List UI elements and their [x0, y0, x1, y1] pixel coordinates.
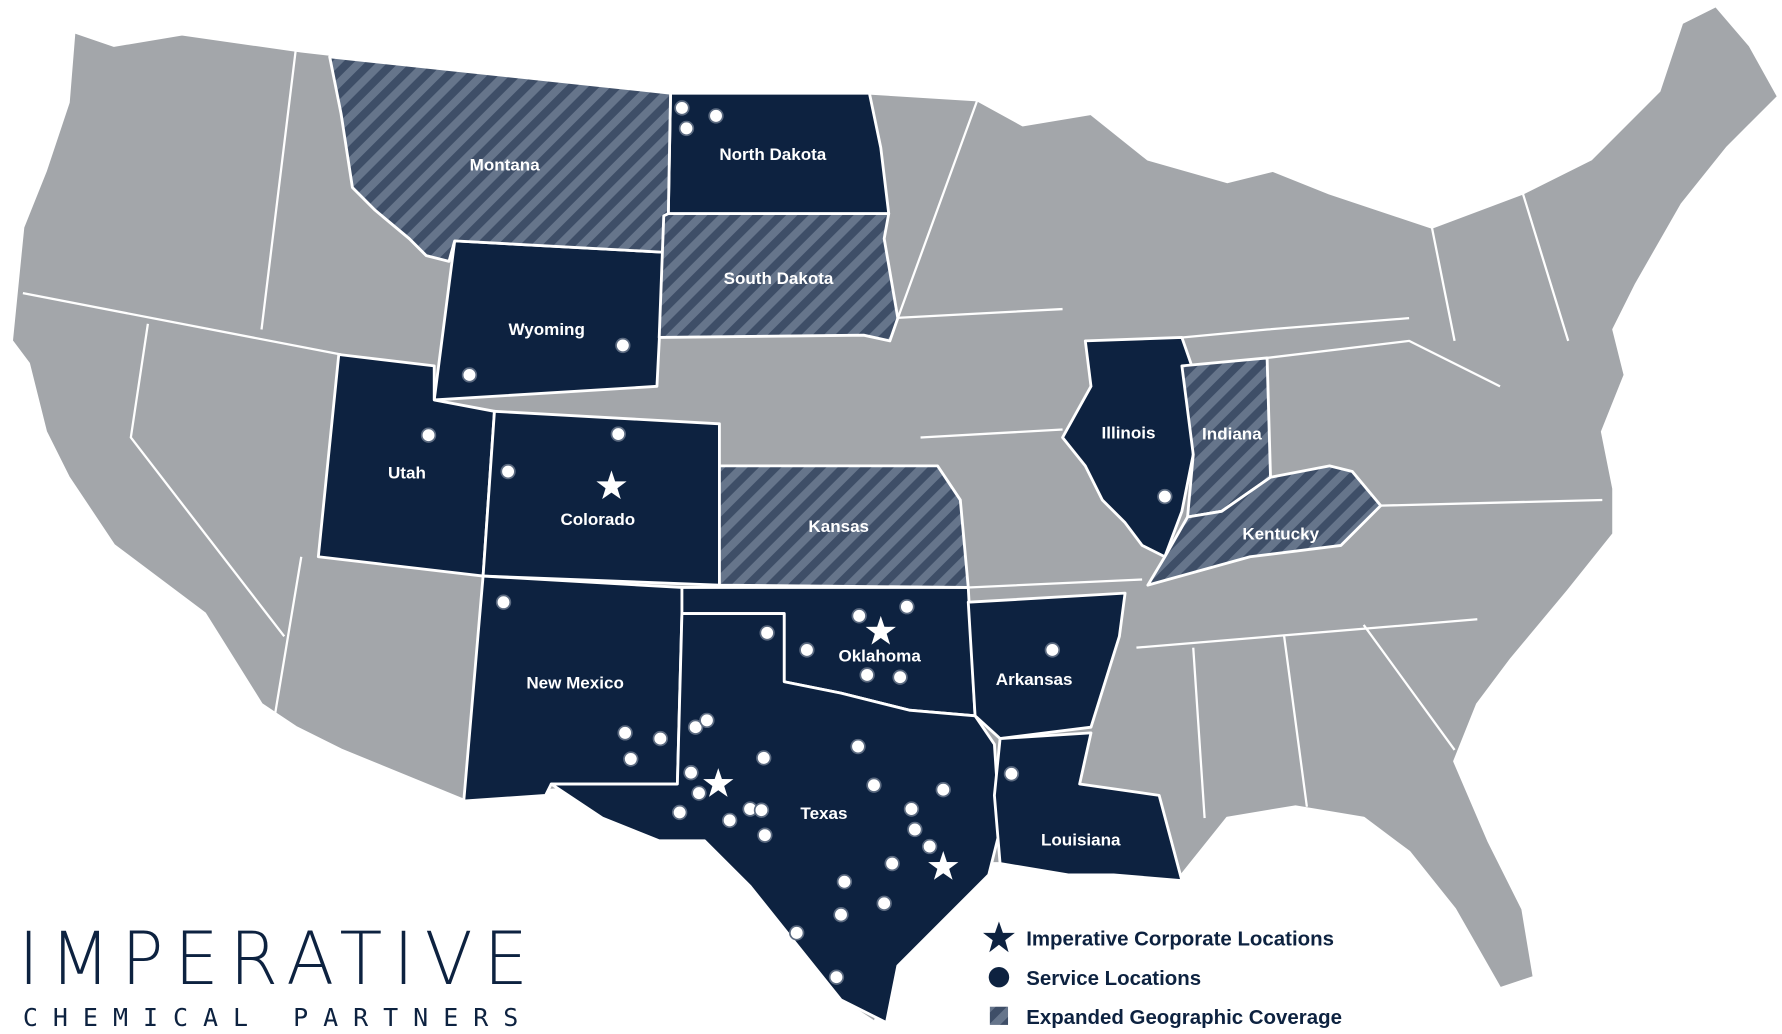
legend-label-expanded: Expanded Geographic Coverage [1026, 1006, 1342, 1029]
state-south-dakota [657, 212, 900, 343]
legend-item-corporate: Imperative Corporate Locations [983, 921, 1334, 953]
legend-label-corporate: Imperative Corporate Locations [1026, 927, 1334, 950]
service-location-marker [753, 802, 770, 818]
label-arkansas: Arkansas [996, 670, 1073, 689]
service-location-marker [674, 100, 690, 116]
star-icon [983, 921, 1015, 953]
service-location-marker [610, 426, 626, 442]
service-location-marker [892, 669, 908, 685]
service-location-marker [759, 625, 775, 641]
label-illinois: Illinois [1102, 424, 1156, 443]
service-states [316, 91, 1195, 1025]
service-location-marker [617, 725, 633, 741]
company-logo: IMPERATIVE CHEMICAL PARTNERS [18, 917, 538, 1032]
service-location-marker [903, 801, 920, 817]
corporate-location-star-icon [865, 615, 896, 645]
service-location-marker [836, 874, 853, 890]
corporate-location-star-icon [703, 768, 734, 797]
service-location-marker [1003, 766, 1020, 782]
legend-item-expanded: Expanded Geographic Coverage [989, 1006, 1342, 1029]
service-location-marker [652, 730, 669, 747]
service-location-marker [420, 427, 437, 443]
state-kansas [718, 464, 970, 589]
service-location-marker [495, 594, 512, 610]
service-location-marker [721, 812, 738, 829]
other-state-borders [22, 50, 1603, 819]
corporate-location-star-icon [596, 470, 627, 500]
service-location-marker [789, 925, 805, 941]
service-location-marker [756, 750, 772, 766]
service-location-marker [799, 642, 815, 658]
legend: Imperative Corporate Locations Service L… [983, 921, 1342, 1029]
label-wyoming: Wyoming [509, 320, 585, 339]
label-utah: Utah [388, 463, 426, 482]
service-location-marker [851, 608, 867, 624]
service-location-marker [850, 738, 866, 755]
state-arkansas [966, 591, 1127, 740]
state-montana [328, 55, 672, 263]
service-location-marker [708, 108, 724, 124]
location-markers [420, 100, 1173, 985]
state-labels: Montana North Dakota South Dakota Wyomin… [388, 145, 1320, 849]
service-location-marker [623, 751, 639, 767]
service-location-marker [935, 782, 951, 798]
label-oklahoma: Oklahoma [838, 646, 921, 665]
state-louisiana [992, 731, 1184, 883]
service-location-marker [757, 827, 773, 843]
service-location-marker [828, 969, 845, 985]
service-location-marker [678, 120, 695, 137]
service-location-marker [876, 895, 892, 911]
label-indiana: Indiana [1202, 425, 1262, 444]
service-location-marker [907, 821, 923, 838]
legend-item-service: Service Locations [988, 966, 1201, 990]
service-location-marker [884, 855, 900, 872]
service-location-marker [859, 667, 875, 683]
hatch-swatch-icon [989, 1006, 1009, 1025]
service-location-marker [866, 777, 882, 793]
service-location-marker [615, 337, 631, 354]
expanded-states [328, 55, 1383, 589]
service-location-marker [500, 463, 516, 480]
service-location-marker [671, 804, 688, 821]
service-location-marker [699, 712, 715, 729]
state-kentucky [1146, 464, 1383, 587]
service-location-marker [683, 764, 699, 781]
service-location-marker [461, 367, 478, 383]
label-kansas: Kansas [808, 517, 869, 536]
service-location-marker [687, 719, 704, 735]
label-louisiana: Louisiana [1041, 830, 1121, 849]
label-new-mexico: New Mexico [526, 674, 624, 693]
service-location-marker [833, 907, 849, 923]
service-location-marker [899, 599, 915, 615]
state-colorado [481, 409, 721, 587]
label-montana: Montana [470, 155, 541, 174]
state-texas [549, 612, 1002, 1025]
logo-wordmark: IMPERATIVE [18, 917, 538, 1002]
dot-icon [988, 966, 1010, 988]
label-kentucky: Kentucky [1242, 525, 1319, 544]
corporate-location-star-icon [928, 851, 959, 880]
logo-tagline: CHEMICAL PARTNERS [23, 1003, 537, 1032]
legend-label-service: Service Locations [1026, 967, 1201, 990]
service-location-marker [1044, 642, 1061, 658]
service-location-marker [1157, 488, 1173, 505]
label-north-dakota: North Dakota [719, 145, 826, 164]
service-location-marker [691, 785, 707, 801]
label-south-dakota: South Dakota [724, 269, 834, 288]
service-location-marker [921, 838, 938, 855]
label-colorado: Colorado [560, 510, 635, 529]
label-texas: Texas [800, 804, 847, 823]
